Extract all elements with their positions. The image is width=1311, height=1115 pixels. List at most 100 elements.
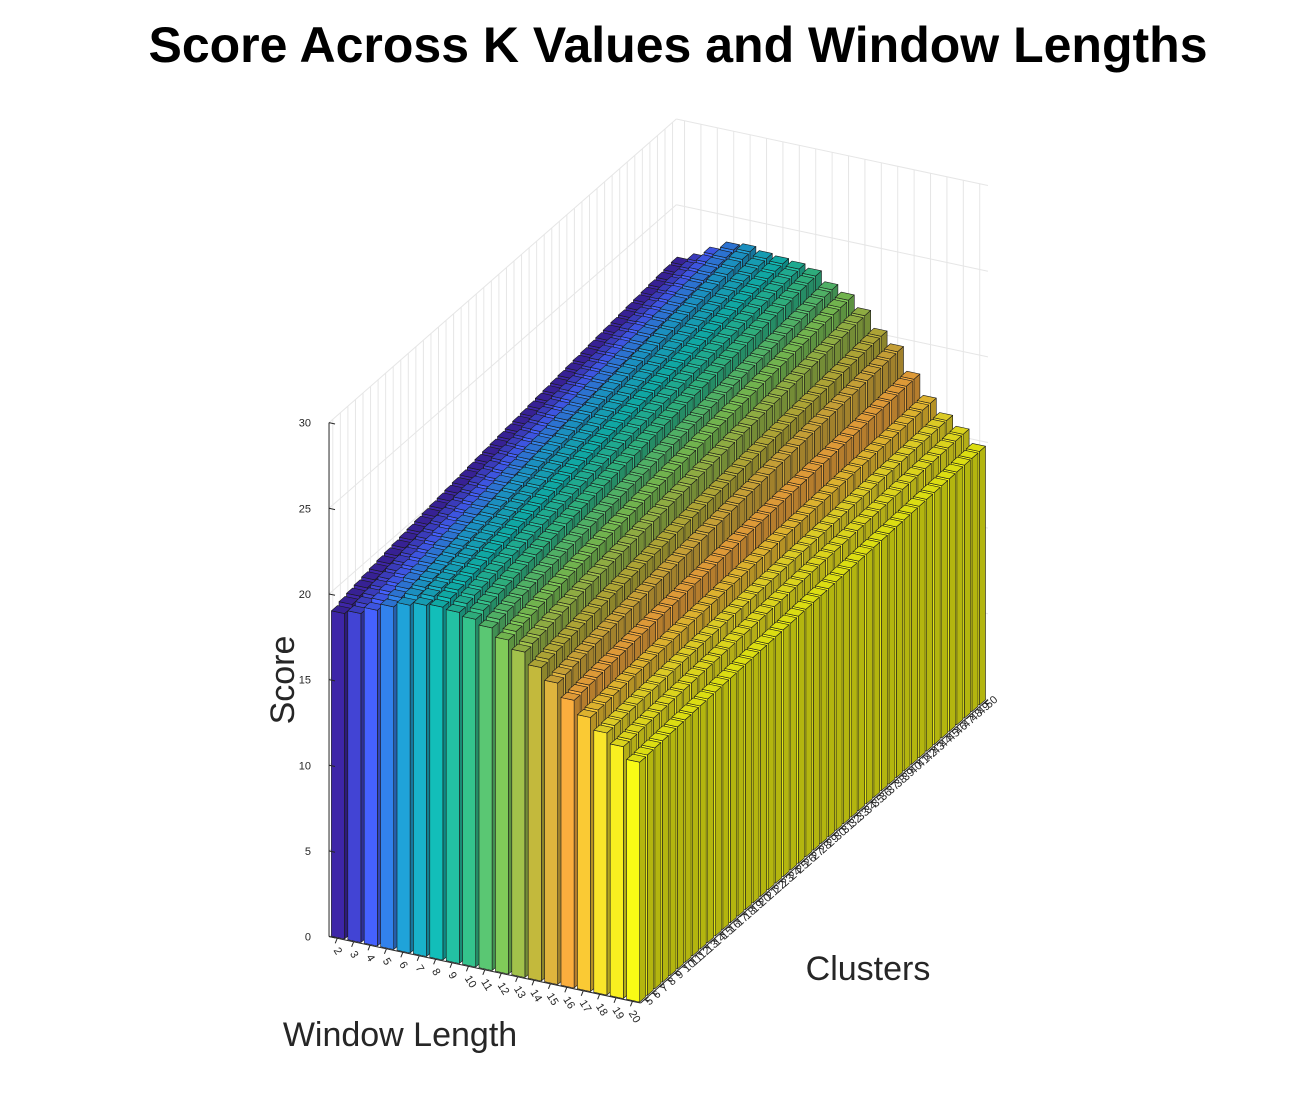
bar-top-face [527, 495, 548, 505]
bar-top-face [593, 724, 614, 734]
bar-top-face [518, 485, 539, 494]
x-tick-label: 5 [380, 956, 393, 968]
bar-top-face [819, 515, 840, 525]
bar-side-face [692, 707, 699, 957]
bar-top-face [769, 421, 790, 431]
bar-top-face [489, 534, 510, 544]
bar-side-face [722, 679, 730, 930]
bar-top-face [785, 260, 806, 270]
bar-top-face [690, 406, 710, 416]
bar-top-face [639, 513, 660, 523]
bar-top-face [654, 498, 675, 508]
bar-top-face [613, 454, 634, 464]
bar-top-face [591, 372, 612, 382]
bar-top-face [765, 332, 786, 342]
bars [331, 241, 986, 1003]
bar-top-face [627, 417, 647, 427]
bar-top-face [698, 281, 719, 291]
bar-top-face [876, 350, 897, 360]
bar-top-face [683, 296, 704, 306]
bar-top-face [615, 507, 636, 517]
y-tick-mark [961, 722, 967, 725]
bar-top-face [600, 522, 621, 532]
bar-top-face [731, 292, 752, 302]
bar-top-face [479, 505, 500, 515]
y-tick-mark [848, 821, 854, 824]
bar-top-face [569, 526, 590, 535]
z-tick-label: 30 [299, 418, 311, 430]
bar-top-face [515, 554, 535, 564]
bar-top-face [840, 427, 860, 436]
bar-front-face [347, 610, 362, 943]
bar-side-face [639, 756, 647, 1003]
bar-top-face [653, 327, 674, 337]
bar-top-face [528, 516, 549, 526]
bar-top-face [881, 487, 902, 497]
bar-top-face [725, 495, 746, 505]
bar-top-face [525, 458, 545, 468]
bar-top-face [745, 257, 766, 267]
bar-top-face [609, 543, 630, 553]
bar-top-face [770, 451, 791, 461]
bar-top-face [837, 559, 858, 569]
bar-top-face [697, 399, 718, 408]
bar-top-face [586, 565, 607, 575]
bar-top-face [958, 449, 979, 459]
bar-top-face [667, 623, 688, 633]
bar-top-face [827, 508, 848, 518]
y-tick-mark [833, 834, 839, 837]
bar-top-face [747, 642, 767, 651]
bar-top-face [644, 451, 665, 460]
bar-top-face [550, 472, 571, 482]
bar-top-face [572, 450, 593, 459]
bar-top-face [836, 321, 856, 331]
bar-top-face [702, 342, 723, 352]
bar-top-face [697, 595, 718, 605]
y-tick-mark [810, 854, 816, 857]
bar-top-face [863, 443, 884, 453]
y-tick-mark [674, 972, 680, 976]
bar-top-face [648, 374, 669, 384]
bar-top-face [736, 591, 757, 601]
bar-top-face [506, 539, 527, 549]
bar-top-face [855, 413, 875, 422]
x-tick-label: 4 [363, 953, 376, 965]
bar-top-face [682, 413, 703, 423]
bar-top-face [511, 492, 532, 502]
bar-top-face [638, 681, 659, 691]
bar-top-face [487, 498, 508, 507]
bar-top-face [633, 746, 654, 756]
bar-top-face [636, 618, 657, 628]
z-tick-label: 10 [299, 760, 311, 772]
bar-top-face [837, 356, 858, 366]
bar-top-face [725, 320, 746, 329]
bar-top-face [693, 494, 714, 504]
bar-top-face [879, 429, 899, 439]
bar-top-face [874, 494, 894, 504]
y-tick-mark [644, 999, 650, 1002]
bar-side-face [714, 686, 722, 937]
bar-top-face [740, 305, 761, 315]
bar-top-face [720, 377, 741, 386]
bar-top-face [577, 709, 597, 718]
bar-top-face [624, 528, 645, 538]
bar-top-face [660, 319, 681, 329]
bar-top-face [672, 546, 693, 556]
bar-top-face [728, 251, 749, 260]
bar-top-face [756, 504, 777, 514]
bar-top-face [667, 295, 688, 305]
bar-top-face [673, 394, 694, 404]
bar-top-face [918, 425, 938, 435]
bar-side-face [979, 445, 986, 706]
bar-top-face [943, 463, 964, 473]
bar-top-face [718, 349, 739, 359]
x-tick-mark [449, 962, 453, 968]
bar-top-face [601, 400, 622, 410]
bar-top-face [598, 469, 619, 479]
x-tick-mark [367, 945, 371, 951]
bar-top-face [734, 526, 755, 535]
bar-top-face [942, 432, 962, 442]
y-tick-mark [742, 913, 748, 916]
